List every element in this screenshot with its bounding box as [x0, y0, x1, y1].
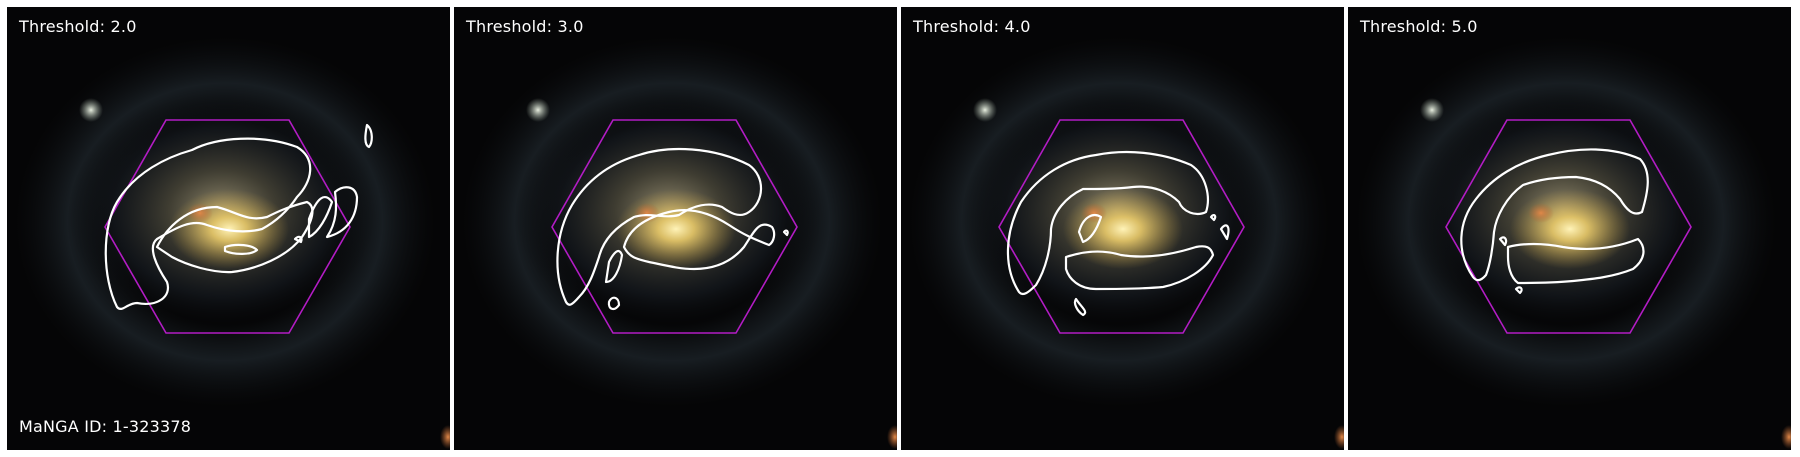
galaxy-panel-threshold-4: Threshold: 4.0 — [901, 7, 1344, 450]
contour-lines — [104, 123, 373, 310]
galaxy-panel-threshold-3: Threshold: 3.0 — [454, 7, 897, 450]
threshold-label: Threshold: 2.0 — [19, 17, 137, 36]
galaxy-panel-threshold-2: Threshold: 2.0 MaNGA ID: 1-323378 — [7, 7, 450, 450]
threshold-label: Threshold: 5.0 — [1360, 17, 1478, 36]
contour-lines — [1460, 148, 1649, 295]
galaxy-id-label: MaNGA ID: 1-323378 — [19, 417, 192, 436]
contour-lines — [556, 147, 789, 311]
galaxy-image — [1348, 7, 1791, 450]
threshold-label: Threshold: 3.0 — [466, 17, 584, 36]
galaxy-image — [901, 7, 1344, 450]
ifu-hexagon — [998, 119, 1245, 334]
contour-lines — [1006, 150, 1230, 317]
ifu-hexagon — [1445, 119, 1692, 334]
threshold-comparison-strip: Threshold: 2.0 MaNGA ID: 1-323378 — [7, 7, 1793, 450]
galaxy-image — [454, 7, 897, 450]
galaxy-image — [7, 7, 450, 450]
threshold-label: Threshold: 4.0 — [913, 17, 1031, 36]
galaxy-panel-threshold-5: Threshold: 5.0 — [1348, 7, 1791, 450]
ifu-hexagon — [551, 119, 798, 334]
ifu-hexagon — [104, 119, 351, 334]
